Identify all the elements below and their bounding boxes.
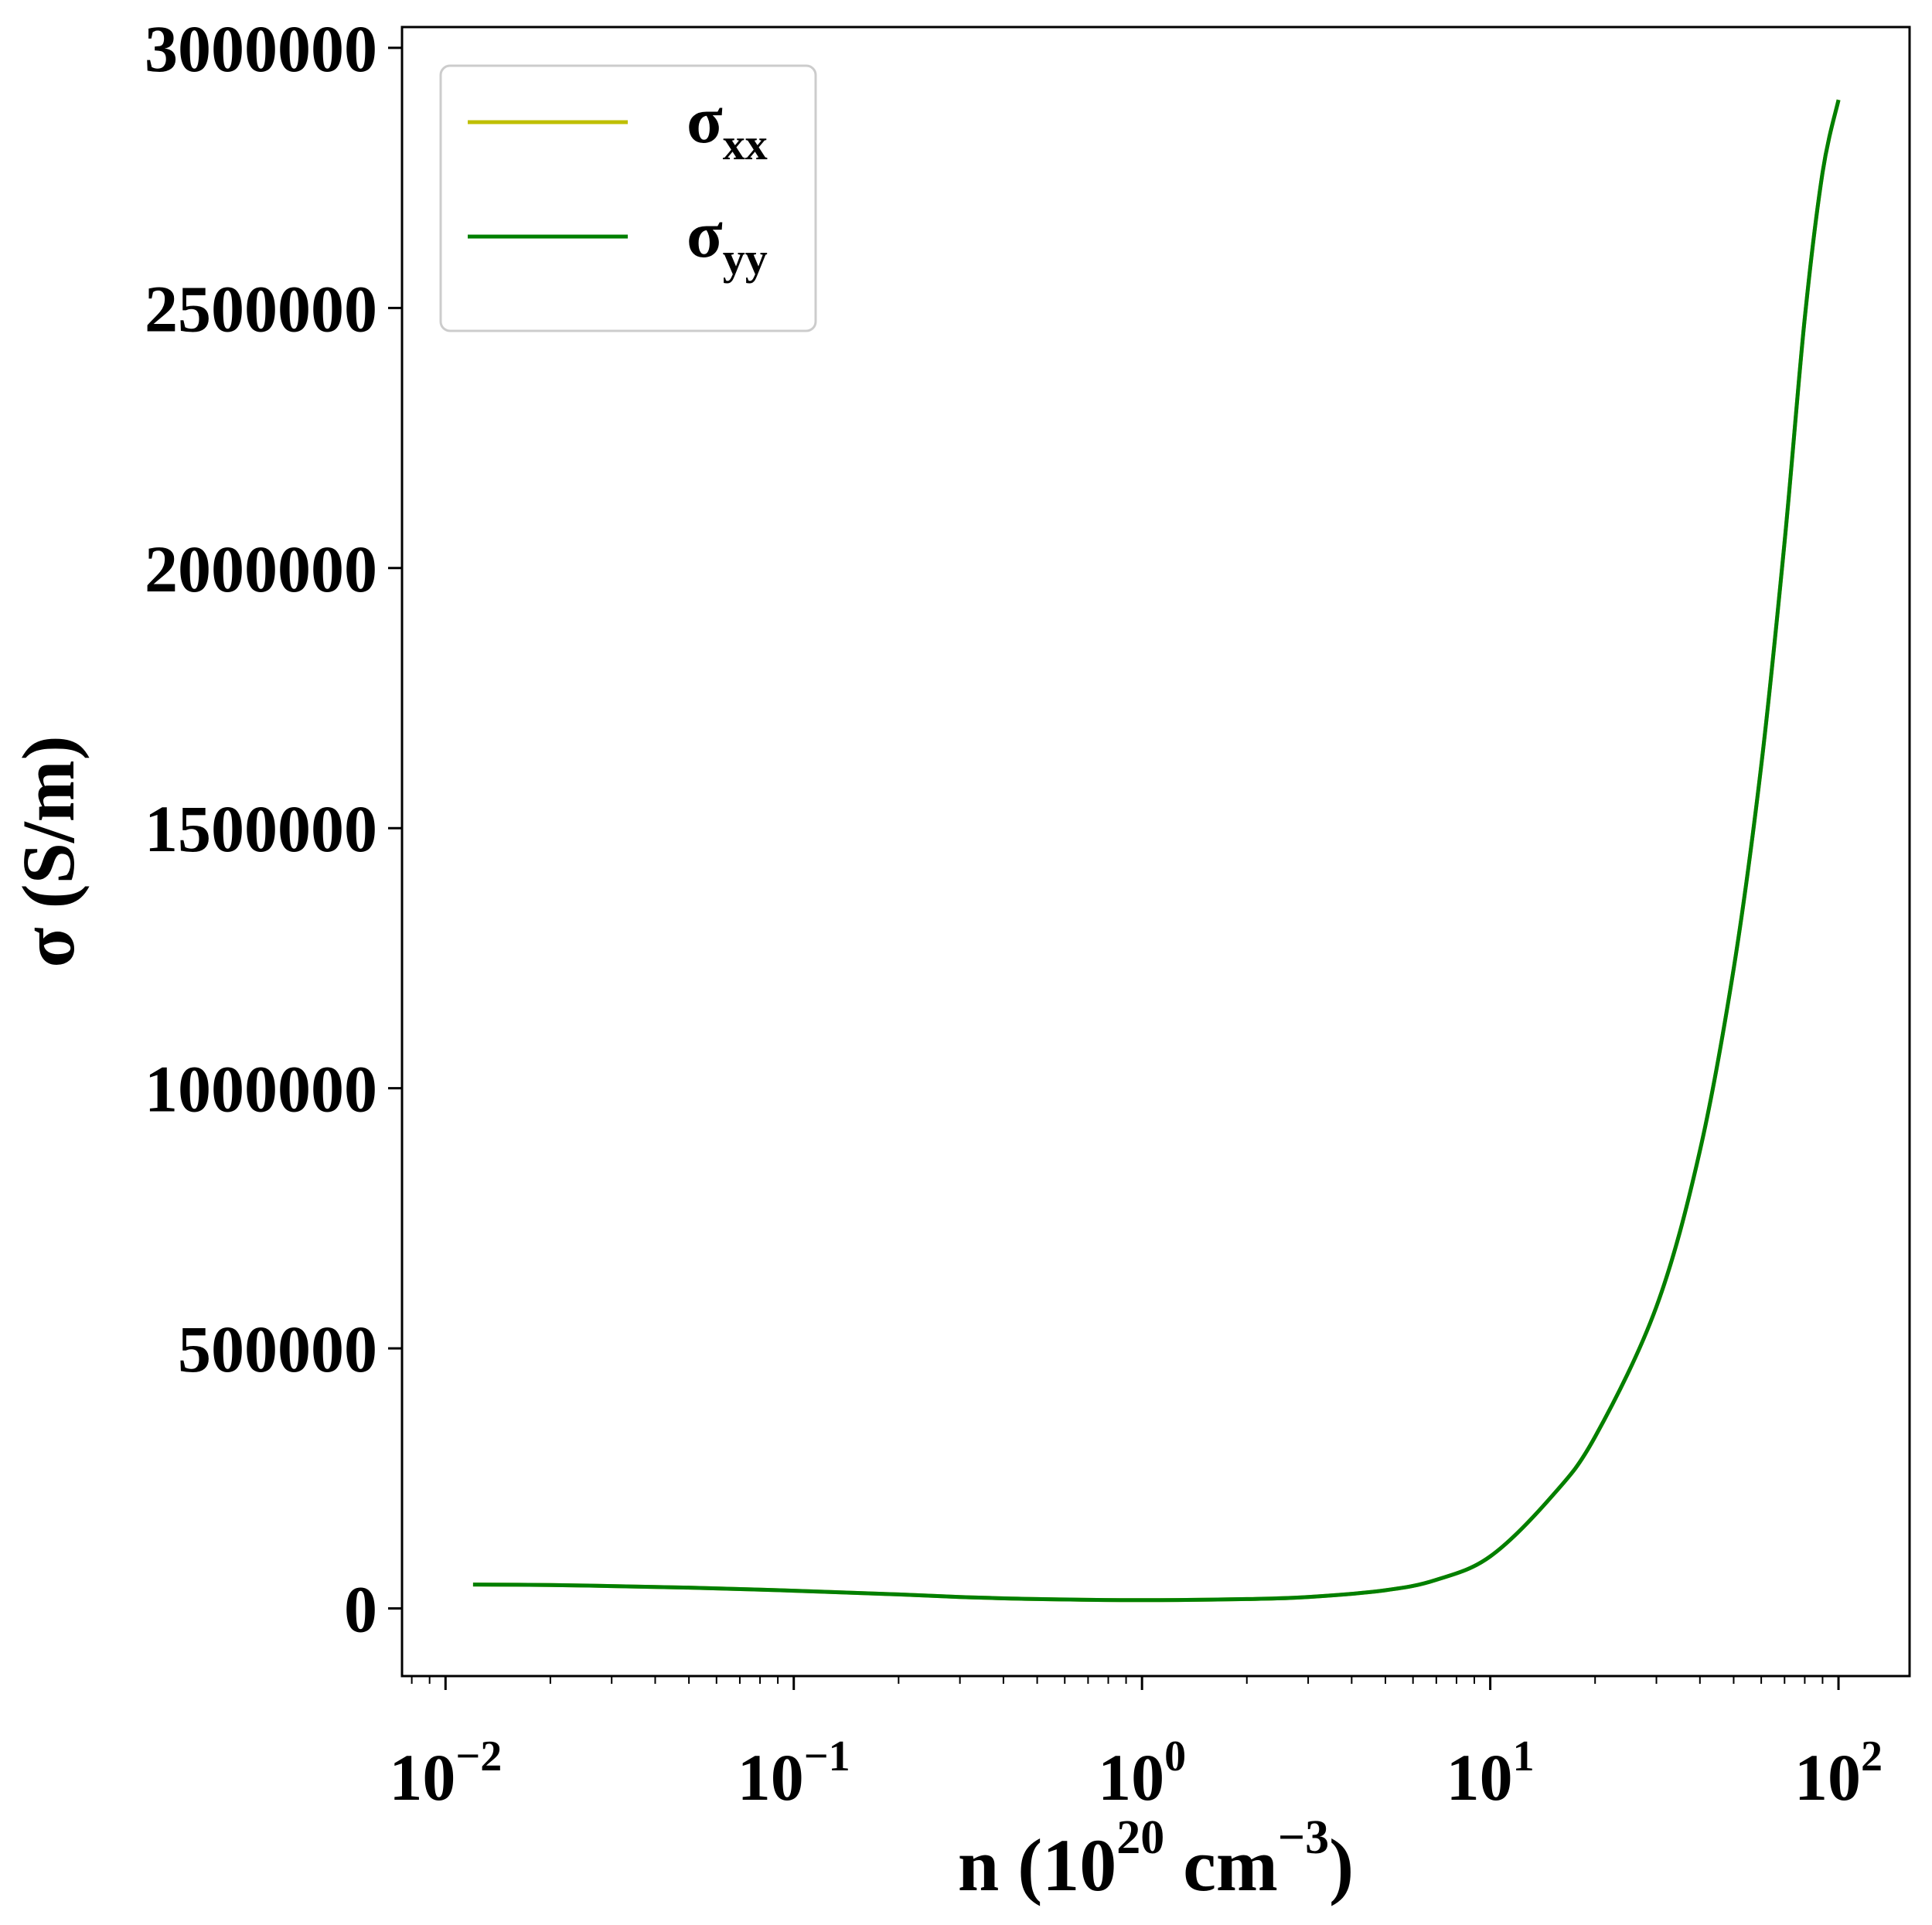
legend-box: [439, 64, 817, 332]
y-tick-label: 3000000: [145, 12, 377, 86]
y-tick-label: 1500000: [145, 792, 377, 866]
x-tick-label: 10−1: [738, 1732, 850, 1814]
y-axis: 0 500000 1000000 1500000 2000000 2500000 30000…: [145, 12, 402, 1647]
x-tick-label: 100: [1098, 1732, 1186, 1814]
series-line-sigma-yy: [472, 99, 1841, 1603]
x-tick-label: 101: [1446, 1732, 1535, 1814]
y-axis-title: σ (S/m): [7, 735, 90, 967]
y-tick-label: 500000: [178, 1312, 377, 1386]
legend-label-sigma-yy: σyy: [687, 197, 768, 284]
y-tick-label: 2500000: [145, 271, 377, 346]
plot-area: [472, 99, 1841, 1603]
x-axis-title: n (1020 cm−3): [958, 1811, 1354, 1906]
axes-frame: [400, 26, 1911, 1678]
x-axis: 10−2 10−1 100 101 102: [389, 1676, 1883, 1814]
x-tick-label: 10−2: [389, 1732, 502, 1814]
y-tick-label: 0: [344, 1572, 377, 1647]
legend: σxx σyy: [439, 64, 817, 332]
y-tick-label: 2000000: [145, 532, 377, 606]
y-tick-label: 1000000: [145, 1052, 377, 1126]
x-tick-label: 102: [1794, 1732, 1883, 1814]
legend-label-sigma-xx: σxx: [687, 83, 768, 169]
